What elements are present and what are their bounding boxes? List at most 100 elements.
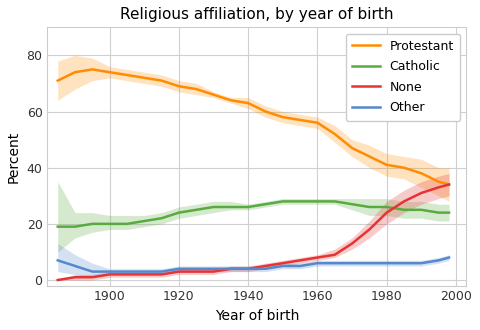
Catholic — [314, 199, 320, 203]
None — [159, 273, 165, 277]
None — [124, 273, 130, 277]
Other — [211, 267, 216, 271]
Catholic — [436, 211, 442, 214]
None — [436, 185, 442, 189]
Protestant — [349, 146, 355, 150]
Catholic — [142, 219, 147, 223]
None — [401, 199, 407, 203]
Catholic — [263, 202, 268, 206]
None — [228, 267, 234, 271]
Other — [436, 258, 442, 262]
Protestant — [401, 166, 407, 170]
Protestant — [228, 98, 234, 102]
None — [211, 270, 216, 274]
None — [446, 182, 452, 186]
Catholic — [245, 205, 251, 209]
Catholic — [367, 205, 372, 209]
None — [314, 255, 320, 259]
Protestant — [419, 171, 424, 175]
Other — [124, 270, 130, 274]
Other — [159, 270, 165, 274]
None — [367, 227, 372, 231]
Protestant — [384, 163, 390, 167]
Other — [419, 261, 424, 265]
Catholic — [55, 225, 60, 229]
Catholic — [72, 225, 78, 229]
Other — [280, 264, 286, 268]
Catholic — [193, 208, 199, 212]
None — [176, 270, 182, 274]
Other — [245, 267, 251, 271]
Catholic — [401, 208, 407, 212]
Other — [384, 261, 390, 265]
Catholic — [211, 205, 216, 209]
None — [280, 261, 286, 265]
Catholic — [446, 211, 452, 214]
Protestant — [332, 132, 337, 136]
Catholic — [176, 211, 182, 214]
Line: Protestant: Protestant — [58, 69, 449, 184]
Line: None: None — [58, 184, 449, 280]
Protestant — [297, 118, 303, 122]
Legend: Protestant, Catholic, None, Other: Protestant, Catholic, None, Other — [346, 34, 460, 120]
Other — [446, 255, 452, 259]
Line: Other: Other — [58, 257, 449, 272]
None — [55, 278, 60, 282]
None — [384, 211, 390, 214]
Protestant — [176, 84, 182, 88]
None — [245, 267, 251, 271]
Protestant — [245, 101, 251, 105]
Protestant — [436, 180, 442, 184]
Other — [367, 261, 372, 265]
Protestant — [280, 115, 286, 119]
Protestant — [55, 79, 60, 82]
Line: Catholic: Catholic — [58, 201, 449, 227]
None — [419, 191, 424, 195]
Protestant — [124, 73, 130, 77]
Other — [263, 267, 268, 271]
None — [142, 273, 147, 277]
Other — [332, 261, 337, 265]
Catholic — [107, 222, 113, 226]
Catholic — [228, 205, 234, 209]
Catholic — [349, 202, 355, 206]
Other — [89, 270, 95, 274]
Protestant — [142, 76, 147, 80]
Other — [193, 267, 199, 271]
Other — [228, 267, 234, 271]
Catholic — [384, 205, 390, 209]
Protestant — [193, 87, 199, 91]
Other — [297, 264, 303, 268]
Protestant — [211, 93, 216, 97]
X-axis label: Year of birth: Year of birth — [215, 309, 299, 323]
Catholic — [332, 199, 337, 203]
None — [72, 275, 78, 279]
Y-axis label: Percent: Percent — [7, 130, 21, 182]
Protestant — [446, 182, 452, 186]
Protestant — [107, 70, 113, 74]
Other — [107, 270, 113, 274]
Protestant — [367, 154, 372, 158]
Catholic — [297, 199, 303, 203]
Catholic — [124, 222, 130, 226]
Other — [142, 270, 147, 274]
None — [349, 242, 355, 246]
Protestant — [314, 121, 320, 125]
None — [107, 273, 113, 277]
Catholic — [280, 199, 286, 203]
None — [193, 270, 199, 274]
None — [263, 264, 268, 268]
Protestant — [72, 70, 78, 74]
Catholic — [419, 208, 424, 212]
None — [332, 253, 337, 257]
Other — [55, 258, 60, 262]
Other — [72, 264, 78, 268]
Catholic — [159, 216, 165, 220]
Other — [176, 267, 182, 271]
Protestant — [263, 110, 268, 114]
None — [297, 258, 303, 262]
Protestant — [159, 79, 165, 82]
Protestant — [89, 67, 95, 71]
Catholic — [89, 222, 95, 226]
None — [89, 275, 95, 279]
